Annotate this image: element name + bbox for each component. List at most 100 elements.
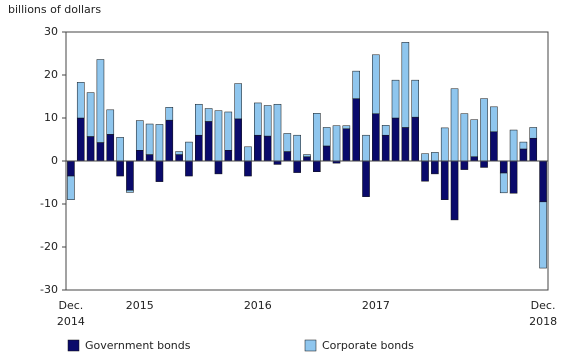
bar-segment [490,106,498,133]
bar-segment [470,119,479,157]
bar-segment [185,141,193,162]
bar-segment [234,83,242,120]
legend-swatch [67,339,80,352]
bar-segment [263,135,272,162]
bar-segment [450,88,459,162]
bar-segment [342,128,351,162]
bar-segment [155,160,164,182]
bar-segment [195,103,203,136]
y-tick-label: 30 [44,25,58,38]
bar-segment [175,154,183,162]
bar-segment [470,156,479,162]
y-tick-label: 0 [51,154,58,167]
x-tick-label: 2015 [125,299,154,312]
bar-segment [322,127,331,147]
bar-segment [67,175,75,200]
bar-segment [529,137,538,162]
bar-segment [204,108,213,122]
bar-segment [539,201,547,269]
bar-segment [76,117,85,162]
bar-segment [362,160,370,197]
bar-segment [106,109,115,135]
bar-segment [391,79,400,119]
y-tick-label: -30 [40,283,58,296]
bar-segment [244,146,252,162]
bar-segment [126,189,134,193]
bar-segment [372,113,380,162]
bar-segment [234,118,242,162]
bar-segment [499,160,508,174]
bar-segment [273,160,282,165]
bar-segment [204,121,213,162]
bar-segment [116,160,124,177]
y-tick-label: 20 [44,68,58,81]
bar-segment [411,116,419,162]
bar-segment [372,54,380,114]
bar-segment [313,160,321,172]
bar-segment [165,119,174,162]
bar-segment [440,160,449,200]
bar-segment [519,141,528,150]
legend-label: Corporate bonds [322,339,414,352]
bar-segment [391,117,400,162]
bar-segment [254,102,262,136]
bar-segment [96,142,105,162]
bar-segment [499,172,508,194]
bar-segment [86,92,95,137]
y-tick-label: -10 [40,197,58,210]
legend-swatch [304,339,317,352]
bar-segment [421,160,429,182]
bar-segment [155,124,164,162]
bar-segment [135,150,144,162]
bar-segment [480,160,488,168]
bar-segment [519,148,528,162]
bar-segment [480,98,488,162]
bar-segment [283,151,292,162]
x-tick-label: Dec. 2014 [56,299,85,328]
bar-segment [106,134,115,162]
x-tick-label: 2016 [243,299,272,312]
bar-segment [332,125,341,162]
bar-segment [401,42,410,128]
bar-segment [529,127,538,139]
bar-segment [175,151,183,155]
bar-segment [135,120,144,151]
bar-segment [411,79,419,118]
bar-segment [254,134,262,162]
bar-segment [126,160,134,191]
bar-segment [244,160,252,177]
bar-segment [273,103,282,162]
bar-segment [431,160,439,175]
bar-segment [86,136,95,162]
y-tick-label: -20 [40,240,58,253]
x-tick-label: Dec. 2018 [529,299,558,328]
bar-segment [185,160,193,177]
bar-segment [224,150,233,162]
bar-segment [214,160,223,175]
bar-segment [195,134,203,162]
bar-segment [431,152,439,162]
bar-segment [342,125,351,129]
bar-segment [116,137,124,162]
bar-segment [509,160,518,194]
bar-segment [381,125,390,136]
bar-segment [283,133,292,152]
bar-segment [224,111,233,151]
bar-segment [165,107,174,121]
legend-label: Government bonds [85,339,191,352]
bar-segment [421,153,429,162]
bar-segment [362,134,370,162]
x-tick-label: 2017 [361,299,390,312]
y-axis-label: billions of dollars [8,3,101,16]
y-tick-label: 10 [44,111,58,124]
bar-segment [145,123,154,155]
bar-segment [214,110,223,162]
bar-segment [67,160,75,177]
bar-segment [381,134,390,162]
bar-segment [490,131,498,162]
bar-segment [440,127,449,162]
bar-segment [352,70,360,99]
bar-segment [96,59,105,143]
bar-segment [293,134,301,162]
